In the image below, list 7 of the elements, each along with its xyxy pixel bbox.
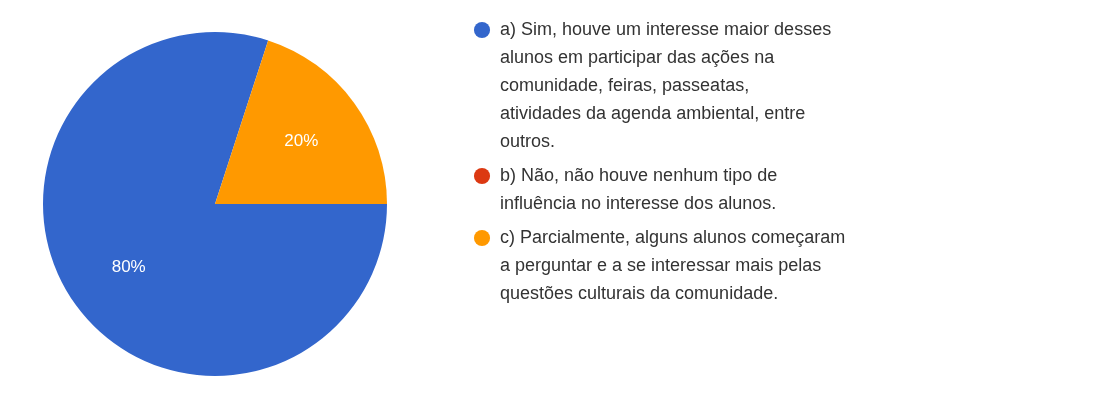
legend-label: c) Parcialmente, alguns alunos começaram a perguntar e a se interessar mais pelas questões culturais da comunidade. [500,227,846,303]
pie-slice [43,32,387,376]
pie-slice [215,40,387,204]
data-label: 20% [284,131,319,151]
data-label: 80% [111,256,146,276]
legend-label: a) Sim, houve um interesse maior desses alunos em participar das ações na comunidade, feiras, passeatas, atividades da agenda ambiental, entre outros. [500,19,832,151]
legend-label: b) Não, não houve nenhum tipo de influência no interesse dos alunos. [500,165,778,213]
